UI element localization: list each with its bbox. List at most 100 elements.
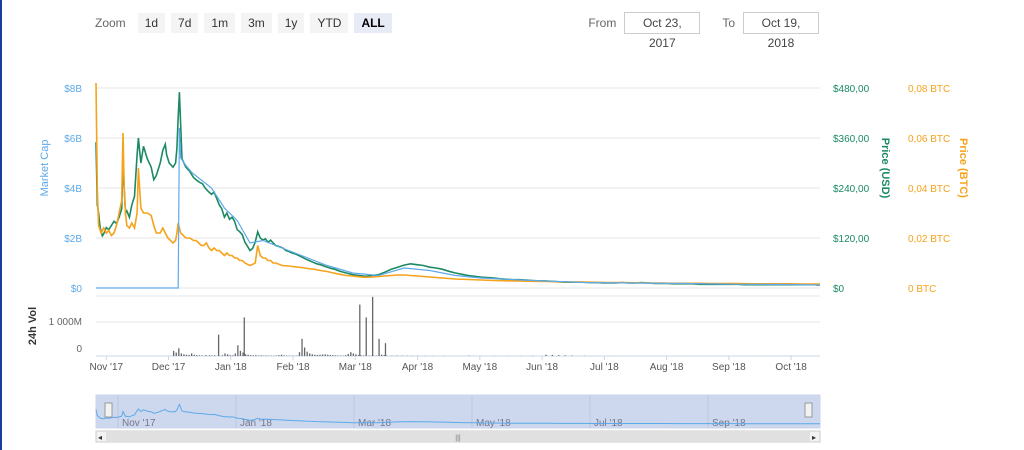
series-line-price_btc [95, 82, 820, 285]
price-usd-tick-label: $120,00 [833, 234, 870, 245]
volume-bar [244, 354, 247, 356]
x-tick-label: Sep '18 [712, 362, 746, 373]
zoom-button-7d[interactable]: 7d [171, 13, 199, 33]
volume-axis: 0 1 000M 24h Vol [27, 307, 82, 355]
volume-bar [278, 355, 280, 356]
volume-bar [237, 345, 239, 356]
volume-bar [347, 353, 349, 356]
volume-bar [224, 353, 226, 356]
grid-lines [96, 87, 820, 357]
x-tick-label: Feb '18 [277, 362, 310, 373]
volume-bar [242, 352, 244, 356]
volume-tick-label: 0 [76, 344, 82, 355]
window-left-edge [0, 0, 2, 450]
to-label: To [722, 16, 735, 30]
volume-bar [298, 352, 301, 356]
volume-bar [214, 355, 216, 356]
market-cap-tick-label: $2B [64, 234, 82, 245]
volume-bar [319, 354, 321, 356]
scrollbar-thumb[interactable] [106, 431, 810, 442]
volume-bar [309, 353, 311, 356]
x-tick-label: Jul '18 [590, 362, 619, 373]
volume-bar [350, 352, 352, 356]
x-tick-label: Dec '17 [152, 362, 186, 373]
volume-bar [183, 354, 185, 356]
zoom-button-1d[interactable]: 1d [137, 13, 166, 33]
volume-bar [226, 354, 229, 356]
market-cap-tick-label: $6B [64, 134, 82, 145]
price-usd-axis-title: Price (USD) [879, 138, 891, 199]
volume-bar [558, 355, 560, 356]
zoom-button-1m[interactable]: 1m [204, 13, 236, 33]
volume-bar [234, 353, 236, 356]
volume-axis-title: 24h Vol [27, 307, 39, 345]
volume-bar [301, 338, 303, 356]
from-label: From [588, 16, 617, 30]
zoom-button-3m[interactable]: 3m [241, 13, 272, 33]
volume-bar [217, 334, 220, 356]
volume-bar [205, 355, 207, 356]
volume-bar [255, 355, 257, 356]
volume-bar [232, 355, 234, 356]
volume-bar [363, 355, 365, 356]
price-btc-axis-title: Price (BTC) [957, 138, 969, 198]
volume-bar [247, 354, 249, 356]
volume-bar [252, 355, 254, 356]
price-usd-axis: $0 $120,00 $240,00 $360,00 $480,00 Price (USD… [833, 84, 891, 295]
volume-bar [384, 343, 387, 356]
navigator-handle[interactable] [104, 402, 113, 418]
volume-bar [196, 355, 198, 356]
volume-bar [332, 355, 334, 356]
price-btc-tick-label: 0,06 BTC [908, 134, 950, 145]
volume-bar [360, 355, 362, 356]
to-date-input[interactable]: Oct 19, 2018 [743, 12, 819, 50]
volume-bar [371, 296, 374, 356]
x-tick-label: Mar '18 [339, 362, 372, 373]
volume-bar [208, 355, 211, 356]
volume-bar [321, 354, 324, 356]
volume-bar [193, 354, 195, 356]
volume-bar [303, 347, 306, 356]
volume-bar [564, 355, 566, 356]
price-btc-axis: 0 BTC 0,02 BTC 0,04 BTC 0,06 BTC 0,08 BTC Pri… [908, 84, 969, 295]
zoom-button-1y[interactable]: 1y [277, 13, 305, 33]
date-range: From Oct 23, 2017 To Oct 19, 2018 [588, 12, 819, 50]
volume-bar [327, 354, 329, 356]
navigator-handle[interactable] [804, 402, 813, 418]
volume-bar [250, 355, 252, 356]
volume-bar [265, 355, 267, 356]
from-date-input[interactable]: Oct 23, 2017 [624, 12, 701, 50]
series-line-market_cap [96, 127, 821, 289]
market-cap-tick-label: $4B [64, 184, 82, 195]
navigator-tick-label: Mar '18 [358, 418, 391, 429]
series-lines [95, 82, 821, 289]
price-usd-tick-label: $480,00 [833, 84, 870, 95]
volume-bar [365, 317, 367, 356]
volume-bar [383, 355, 385, 356]
x-tick-label: Nov '17 [89, 362, 123, 373]
price-btc-tick-label: 0,04 BTC [908, 184, 950, 195]
x-tick-label: Jun '18 [526, 362, 558, 373]
volume-bar [280, 354, 283, 356]
scroll-left-icon: ◂ [98, 433, 102, 442]
navigator[interactable]: Nov '17 Jan '18 Mar '18 May '18 Jul '18 Sep '… [95, 394, 821, 443]
volume-bar [352, 353, 355, 356]
volume-bar [178, 348, 180, 356]
volume-bar [314, 354, 316, 356]
volume-bar [243, 317, 245, 356]
zoom-button-ytd[interactable]: YTD [310, 13, 349, 33]
zoom-button-all[interactable]: ALL [354, 13, 392, 33]
volume-bar [324, 354, 326, 356]
x-tick-label: Oct '18 [775, 362, 807, 373]
price-btc-tick-label: 0,02 BTC [908, 234, 950, 245]
volume-bar [180, 353, 183, 356]
volume-bar [329, 354, 331, 356]
zoom-bar: Zoom 1d 7d 1m 3m 1y YTD ALL [95, 12, 392, 34]
volume-bar [545, 354, 547, 356]
x-tick-label: May '18 [462, 362, 497, 373]
volume-bar [316, 354, 319, 356]
volume-bar [190, 353, 193, 356]
zoom-label: Zoom [95, 16, 126, 30]
navigator-tick-label: Jan '18 [240, 418, 272, 429]
